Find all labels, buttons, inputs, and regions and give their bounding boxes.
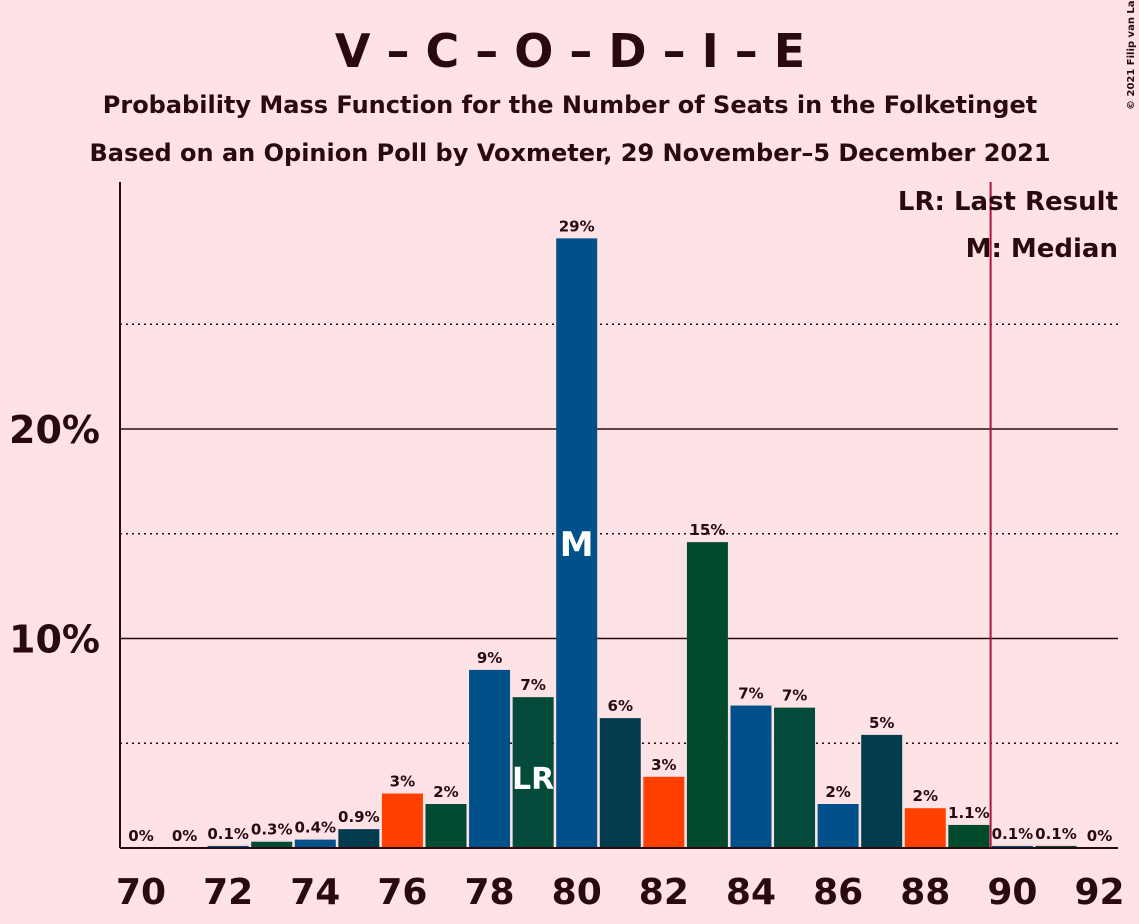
bar-label-82: 3% — [651, 756, 676, 774]
x-tick-label: 80 — [552, 872, 602, 913]
y-tick-label: 20% — [9, 408, 100, 452]
bar-label-80: 29% — [559, 217, 595, 235]
x-tick-label: 78 — [465, 872, 515, 913]
x-tick-label: 90 — [987, 872, 1037, 913]
x-tick-label: 76 — [377, 872, 427, 913]
gridlines — [120, 323, 1118, 744]
x-tick-label: 92 — [1074, 872, 1124, 913]
bar-label-92: 0% — [1087, 827, 1112, 845]
bar-84 — [730, 705, 772, 848]
bar-88 — [904, 808, 946, 848]
x-tick-label: 82 — [639, 872, 689, 913]
bar-81 — [599, 718, 641, 848]
bar-label-77: 2% — [433, 783, 458, 801]
bar-label-74: 0.4% — [294, 819, 336, 837]
bar-label-84: 7% — [738, 685, 763, 703]
chart-title: V – C – O – D – I – E — [335, 24, 805, 78]
legend-median: M: Median — [966, 234, 1118, 264]
chart-source: Based on an Opinion Poll by Voxmeter, 29… — [89, 139, 1050, 167]
bar-76 — [381, 793, 423, 848]
x-tick-label: 74 — [290, 872, 340, 913]
bar-label-73: 0.3% — [251, 821, 293, 839]
copyright-notice: © 2021 Filip van Laenen — [1126, 0, 1137, 110]
bar-78 — [469, 669, 511, 848]
bar-label-87: 5% — [869, 714, 894, 732]
bar-73 — [251, 841, 293, 848]
x-tick-label: 84 — [726, 872, 776, 913]
x-tick-label: 86 — [813, 872, 863, 913]
bar-label-83: 15% — [689, 521, 725, 539]
bar-label-81: 6% — [608, 697, 633, 715]
bar-label-85: 7% — [782, 687, 807, 705]
bar-label-72: 0.1% — [207, 825, 249, 843]
bar-91 — [1035, 845, 1077, 848]
last-result-marker: LR — [512, 762, 554, 797]
x-tick-label: 70 — [116, 872, 166, 913]
bar-90 — [991, 845, 1033, 848]
bar-label-91: 0.1% — [1035, 825, 1077, 843]
y-tick-label: 10% — [9, 618, 100, 662]
bar-label-78: 9% — [477, 649, 502, 667]
bar-72 — [207, 845, 249, 848]
bar-82 — [643, 776, 685, 848]
bar-79 — [512, 697, 554, 848]
median-marker: M — [560, 525, 594, 565]
bars-group: 0% 0% 0.1% 0.3% 0.4%0.9%3%2%9%7%LR29%M6%3%15… — [128, 217, 1112, 849]
bar-label-88: 2% — [913, 787, 938, 805]
bar-label-90: 0.1% — [992, 825, 1034, 843]
bar-label-71: 0% — [172, 827, 197, 845]
x-tick-label: 88 — [900, 872, 950, 913]
bar-label-79: 7% — [520, 676, 545, 694]
bar-75 — [338, 829, 380, 848]
legend-last-result: LR: Last Result — [898, 187, 1118, 217]
bar-label-75: 0.9% — [338, 808, 380, 826]
axes: 10% 20% 70 72 74 76 78 80 82 84 86 88 90 92 — [9, 182, 1125, 913]
bar-label-76: 3% — [390, 773, 415, 791]
bar-87 — [861, 734, 903, 848]
chart-subtitle: Probability Mass Function for the Number… — [103, 91, 1037, 119]
bar-89 — [948, 824, 990, 848]
bar-83 — [686, 542, 728, 848]
bar-80 — [556, 238, 598, 849]
x-tick-label: 72 — [203, 872, 253, 913]
bar-85 — [774, 707, 816, 848]
bar-label-86: 2% — [825, 783, 850, 801]
bar-77 — [425, 804, 467, 848]
bar-label-70: 0% — [128, 827, 153, 845]
bar-74 — [294, 839, 336, 848]
bar-86 — [817, 804, 859, 848]
bar-label-89: 1.1% — [948, 804, 990, 822]
